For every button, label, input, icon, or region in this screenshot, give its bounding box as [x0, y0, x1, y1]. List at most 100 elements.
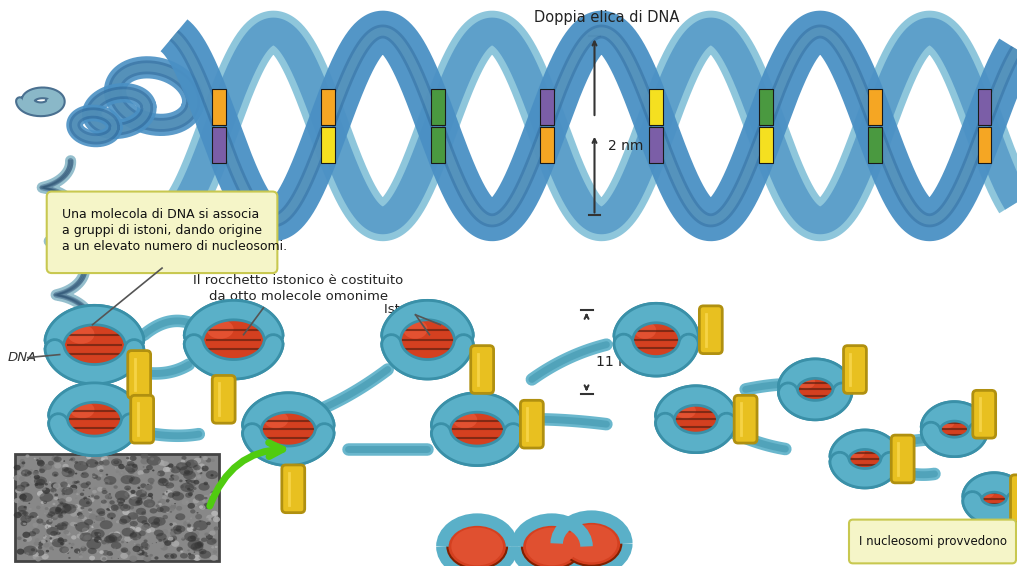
- Ellipse shape: [18, 495, 26, 500]
- Text: a un elevato numero di nucleosomi.: a un elevato numero di nucleosomi.: [61, 240, 286, 253]
- Ellipse shape: [105, 542, 108, 544]
- Ellipse shape: [53, 457, 61, 462]
- Ellipse shape: [119, 464, 125, 469]
- Ellipse shape: [81, 545, 85, 548]
- Ellipse shape: [140, 544, 141, 545]
- Ellipse shape: [213, 550, 217, 554]
- Ellipse shape: [34, 470, 39, 474]
- Ellipse shape: [170, 523, 173, 526]
- Ellipse shape: [75, 504, 80, 509]
- Ellipse shape: [109, 482, 112, 483]
- Ellipse shape: [141, 552, 147, 556]
- Ellipse shape: [31, 478, 37, 484]
- Ellipse shape: [157, 473, 161, 475]
- Ellipse shape: [448, 407, 506, 451]
- Ellipse shape: [192, 487, 196, 490]
- Ellipse shape: [198, 463, 206, 469]
- Ellipse shape: [143, 540, 147, 542]
- Ellipse shape: [127, 461, 135, 466]
- Ellipse shape: [121, 475, 133, 484]
- Ellipse shape: [105, 474, 108, 475]
- Ellipse shape: [68, 325, 94, 344]
- Ellipse shape: [103, 476, 117, 485]
- Ellipse shape: [13, 465, 20, 470]
- Ellipse shape: [51, 535, 58, 541]
- Ellipse shape: [204, 497, 208, 499]
- Ellipse shape: [36, 506, 41, 509]
- Ellipse shape: [148, 516, 160, 525]
- Ellipse shape: [135, 544, 140, 548]
- Ellipse shape: [169, 537, 175, 542]
- Ellipse shape: [61, 468, 75, 477]
- Ellipse shape: [106, 508, 109, 511]
- Ellipse shape: [62, 548, 70, 553]
- Ellipse shape: [24, 494, 25, 495]
- Ellipse shape: [100, 556, 107, 562]
- Ellipse shape: [58, 498, 65, 504]
- Ellipse shape: [79, 553, 82, 556]
- Ellipse shape: [195, 504, 196, 506]
- Ellipse shape: [71, 547, 73, 549]
- Ellipse shape: [146, 495, 153, 500]
- Ellipse shape: [126, 477, 129, 479]
- Ellipse shape: [150, 458, 154, 461]
- Ellipse shape: [205, 532, 209, 536]
- Ellipse shape: [88, 496, 90, 497]
- Ellipse shape: [44, 512, 46, 514]
- Ellipse shape: [136, 508, 146, 515]
- Ellipse shape: [88, 508, 92, 512]
- Ellipse shape: [49, 507, 60, 515]
- Ellipse shape: [202, 315, 266, 364]
- Ellipse shape: [79, 515, 85, 519]
- Ellipse shape: [27, 471, 33, 475]
- Ellipse shape: [94, 532, 101, 537]
- Ellipse shape: [447, 524, 507, 568]
- Ellipse shape: [129, 477, 140, 485]
- Ellipse shape: [61, 511, 65, 514]
- Ellipse shape: [170, 468, 175, 472]
- Ellipse shape: [181, 537, 184, 540]
- Ellipse shape: [140, 453, 148, 460]
- Ellipse shape: [60, 482, 68, 487]
- Ellipse shape: [125, 463, 138, 473]
- Ellipse shape: [124, 550, 131, 556]
- Bar: [540, 127, 553, 163]
- Ellipse shape: [213, 516, 220, 523]
- Ellipse shape: [175, 517, 178, 519]
- Ellipse shape: [25, 496, 28, 499]
- Ellipse shape: [82, 552, 84, 553]
- Ellipse shape: [167, 503, 171, 507]
- Ellipse shape: [172, 541, 179, 547]
- Ellipse shape: [143, 469, 149, 473]
- Ellipse shape: [146, 529, 151, 533]
- Ellipse shape: [91, 495, 94, 497]
- Ellipse shape: [190, 536, 195, 540]
- Ellipse shape: [166, 511, 169, 513]
- Ellipse shape: [80, 532, 93, 541]
- Ellipse shape: [668, 397, 724, 441]
- Ellipse shape: [83, 496, 87, 500]
- Ellipse shape: [31, 548, 35, 552]
- Ellipse shape: [81, 507, 84, 509]
- Ellipse shape: [163, 538, 169, 544]
- Ellipse shape: [562, 521, 621, 566]
- Ellipse shape: [145, 496, 151, 502]
- Ellipse shape: [103, 479, 109, 484]
- Bar: [650, 89, 663, 125]
- Ellipse shape: [139, 494, 147, 500]
- Ellipse shape: [30, 469, 33, 471]
- Ellipse shape: [153, 529, 164, 536]
- Ellipse shape: [81, 546, 87, 552]
- Ellipse shape: [150, 521, 160, 528]
- Ellipse shape: [209, 557, 212, 559]
- Ellipse shape: [150, 482, 153, 485]
- Ellipse shape: [92, 490, 97, 494]
- Ellipse shape: [73, 481, 78, 485]
- Ellipse shape: [168, 537, 172, 540]
- Ellipse shape: [29, 508, 32, 510]
- Ellipse shape: [195, 514, 203, 520]
- Ellipse shape: [79, 483, 81, 485]
- Ellipse shape: [61, 492, 65, 495]
- Ellipse shape: [86, 501, 90, 504]
- Ellipse shape: [64, 542, 68, 544]
